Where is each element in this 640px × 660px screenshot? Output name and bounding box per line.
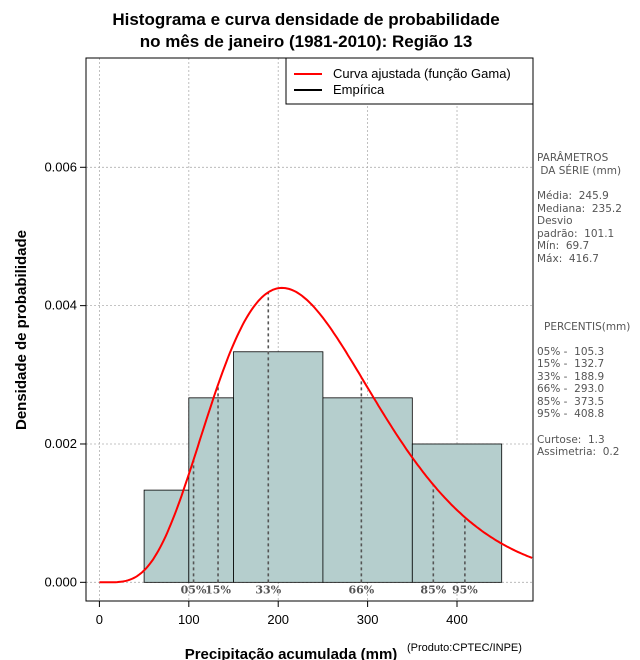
legend-label-curve: Curva ajustada (função Gama) [333,66,511,81]
gamma-curve [99,286,533,584]
histogram-bar [188,397,234,583]
stat-mean: Média: 245.9 [537,190,609,202]
x-axis-label: Precipitação acumulada (mm) [185,646,398,660]
percentil-33: 33% - 188.9 [537,370,605,383]
y-tick-label: 0.004 [44,298,77,313]
histogram-bars [143,351,503,583]
legend-label-empirical: Empírica [333,82,385,97]
chart-title-line-1: Histograma e curva densidade de probabil… [112,10,499,29]
y-tick-label: 0.006 [44,159,77,174]
x-tick-label: 100 [178,612,200,627]
percentile-label: 15% [205,583,231,596]
x-tick-label: 400 [446,612,468,627]
percentis-title: PERCENTIS(mm) [544,321,631,333]
chart-title: Histograma e curva densidade de probabil… [112,10,499,51]
percentile-label: 95% [452,583,478,596]
histogram-bar [233,351,324,583]
stat-max: Máx: 416.7 [537,252,599,265]
histogram-bar [411,443,503,583]
y-tick-label: 0.002 [44,436,77,451]
stat-min: Mín: 69.7 [537,240,590,252]
percentile-lines: 05%15% 33% 66% 85% 95% [181,292,478,596]
percentil-05: 05% - 105.3 [537,345,605,358]
percentile-label: 85% [420,583,446,596]
params-title-1: PARÂMETROS [537,152,609,164]
percentile-label: 66% [348,583,374,596]
percentil-66: 66% - 293.0 [537,383,605,395]
percentil-85: 85% - 373.5 [537,395,605,408]
gamma-curve-path [99,286,533,584]
y-axis-label: Densidade de probabilidade [13,230,30,430]
y-tick-label: 0.000 [44,574,77,589]
x-tick-label: 200 [267,612,289,627]
percentil-15: 15% - 132.7 [537,358,605,370]
x-tick-label: 0 [96,612,103,627]
legend: Curva ajustada (função Gama) Empírica [285,57,534,105]
axes: 0 100 200 300 400 0.000 0.002 0.004 0.006 [44,159,467,627]
stats-panel: PARÂMETROS DA SÉRIE (mm) Média: 245.9 Me… [537,152,640,459]
stat-sd-label: Desvio [537,215,573,227]
stat-median: Mediana: 235.2 [537,202,622,215]
params-title-2: DA SÉRIE (mm) [537,164,622,177]
stat-kurtosis: Curtose: 1.3 [537,433,605,446]
percentile-label: 05% [181,583,207,596]
legend-box [285,57,534,105]
histogram-bar [322,397,413,583]
chart-title-line-2: no mês de janeiro (1981-2010): Região 13 [140,32,473,51]
x-tick-label: 300 [357,612,379,627]
percentile-label: 33% [255,583,281,596]
stat-skewness: Assimetria: 0.2 [537,446,620,458]
product-credit: (Produto:CPTEC/INPE) [407,642,522,654]
stat-sd: padrão: 101.1 [537,227,615,240]
percentil-95: 95% - 408.8 [537,408,605,420]
